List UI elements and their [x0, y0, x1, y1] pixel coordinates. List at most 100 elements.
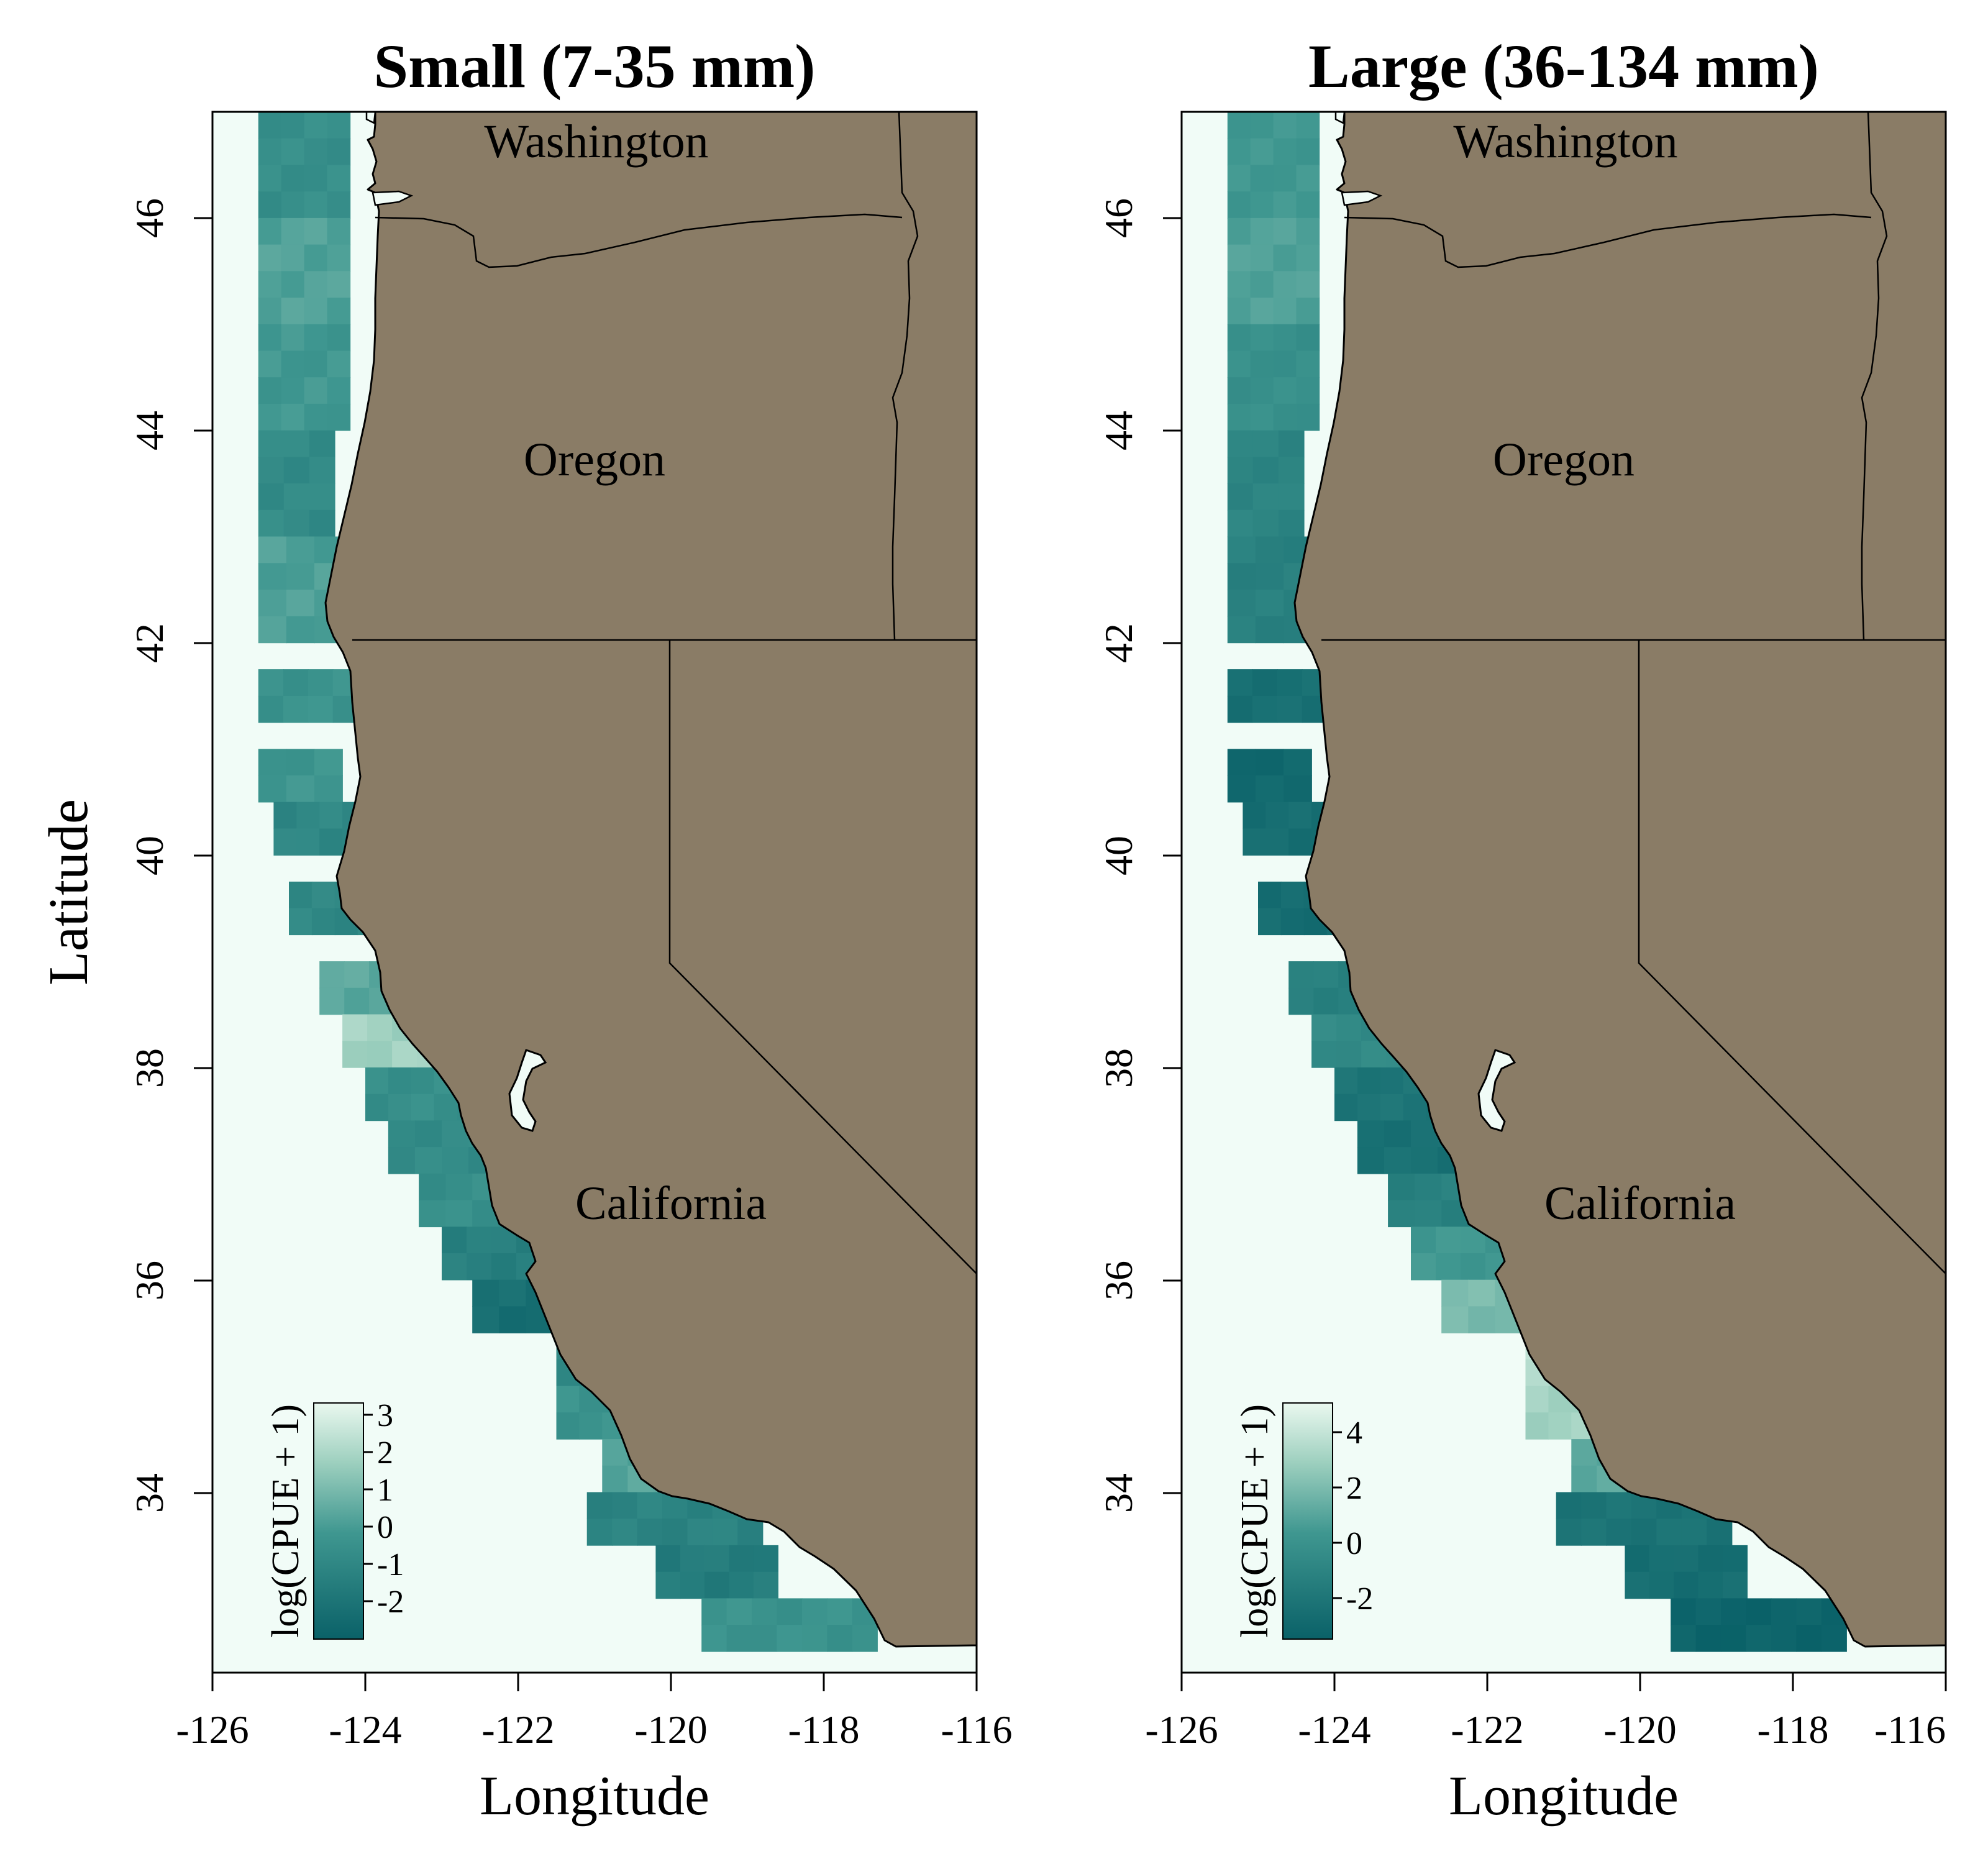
cpue-cell — [283, 509, 310, 537]
cpue-cell — [1227, 217, 1251, 245]
cpue-cell — [1388, 1173, 1415, 1201]
cpue-cell — [801, 1598, 828, 1625]
cpue-cell — [411, 1094, 435, 1122]
cpue-cell — [1250, 403, 1274, 431]
cpue-cell — [344, 961, 370, 989]
cpue-cell — [1722, 1545, 1748, 1573]
cpue-cell — [388, 1094, 412, 1122]
cpue-cell — [1250, 165, 1274, 192]
cpue-cell — [1671, 1598, 1697, 1625]
y-tick-label: 38 — [1097, 1048, 1141, 1088]
cpue-cell — [1255, 616, 1284, 644]
cpue-cell — [304, 298, 328, 325]
cpue-cell — [258, 350, 282, 378]
cpue-cell — [499, 1279, 527, 1307]
cpue-cell — [1250, 244, 1274, 272]
cpue-cell — [327, 403, 351, 431]
cpue-cell — [289, 881, 312, 909]
cpue-cell — [1227, 377, 1251, 404]
y-tick-label: 40 — [127, 836, 171, 875]
cpue-cell — [258, 271, 282, 298]
plot-frame — [211, 111, 978, 1674]
cpue-cell — [442, 1253, 467, 1281]
y-tick-label: 38 — [127, 1048, 171, 1088]
cpue-cell — [1252, 695, 1278, 723]
y-tick-label: 34 — [1097, 1473, 1141, 1513]
cpue-cell — [1255, 590, 1284, 617]
cpue-cell — [286, 775, 315, 803]
cpue-cell — [327, 191, 351, 219]
cpue-cell — [1625, 1545, 1650, 1573]
y-axis-title: Latitude — [38, 799, 99, 985]
cpue-cell — [1227, 749, 1256, 776]
cpue-cell — [304, 138, 328, 166]
cpue-cell — [327, 298, 351, 325]
colorbar-tick-2: 2 — [1346, 1471, 1362, 1506]
cpue-cell — [258, 244, 282, 272]
cpue-cell — [309, 509, 335, 537]
cpue-cell — [281, 298, 305, 325]
cpue-cell — [1674, 1545, 1699, 1573]
cpue-cell — [1357, 1120, 1385, 1148]
cpue-cell — [342, 1041, 368, 1068]
cpue-cell — [737, 1519, 764, 1546]
cpue-cell — [1296, 271, 1320, 298]
colorbar-tick-3: 3 — [377, 1398, 393, 1433]
cpue-cell — [1411, 1147, 1438, 1174]
colorbar-tick-0: 0 — [1346, 1526, 1362, 1561]
colorbar: log(CPUE + 1) 4 2 0 -2 — [1234, 1402, 1373, 1640]
cpue-cell — [1273, 403, 1297, 431]
cpue-cell — [1606, 1519, 1632, 1546]
x-axis: -126 -124 -122 -120 -118 -116 Longitude — [176, 1673, 1012, 1827]
cpue-cell — [1357, 1067, 1381, 1095]
cpue-cell — [1258, 908, 1282, 936]
cpue-cell — [365, 1067, 389, 1095]
cpue-cell — [283, 430, 310, 458]
cpue-cell — [1403, 1094, 1427, 1122]
panel-large: Large (36-134 mm) Washington Oregon Cali… — [1097, 32, 1947, 1827]
cpue-cell — [1296, 298, 1320, 325]
cpue-cell — [327, 112, 351, 139]
cpue-cell — [1548, 1412, 1572, 1440]
colorbar-tick-1: 1 — [377, 1473, 393, 1508]
cpue-cell — [637, 1492, 663, 1519]
x-tick-label: -122 — [481, 1707, 554, 1752]
cpue-cell — [286, 590, 315, 617]
cpue-cell — [1460, 1253, 1486, 1281]
cpue-cell — [662, 1519, 688, 1546]
cpue-cell — [327, 377, 351, 404]
cpue-cell — [281, 191, 305, 219]
cpue-cell — [258, 191, 282, 219]
cpue-cell — [1468, 1306, 1496, 1333]
cpue-cell — [1255, 775, 1284, 803]
cpue-cell — [1313, 987, 1339, 1015]
cpue-cell — [442, 1227, 467, 1254]
cpue-cell — [729, 1571, 754, 1599]
cpue-cell — [283, 483, 310, 511]
cpue-cell — [701, 1598, 727, 1625]
cpue-cell — [1380, 1067, 1404, 1095]
cpue-cell — [1227, 563, 1256, 590]
cpue-cell — [258, 669, 284, 697]
x-tick-label: -126 — [1145, 1707, 1218, 1752]
cpue-cell — [472, 1279, 499, 1307]
cpue-cell — [1242, 828, 1267, 856]
cpue-cell — [304, 324, 328, 352]
cpue-cell — [1468, 1279, 1496, 1307]
cpue-cell — [1250, 377, 1274, 404]
cpue-cell — [1227, 430, 1254, 458]
cpue-cell — [1380, 1094, 1404, 1122]
label-washington: Washington — [1453, 116, 1677, 168]
cpue-cell — [729, 1545, 754, 1573]
x-tick-label: -118 — [788, 1707, 860, 1752]
cpue-cell — [1746, 1625, 1772, 1652]
cpue-cell — [273, 802, 298, 829]
cpue-cell — [327, 244, 351, 272]
cpue-cell — [1296, 217, 1320, 245]
cpue-cell — [637, 1519, 663, 1546]
colorbar-tick-4: 4 — [1346, 1415, 1362, 1451]
cpue-cell — [1384, 1147, 1411, 1174]
x-tick-label: -126 — [176, 1707, 248, 1752]
cpue-cell — [442, 1147, 469, 1174]
cpue-cell — [1250, 298, 1274, 325]
